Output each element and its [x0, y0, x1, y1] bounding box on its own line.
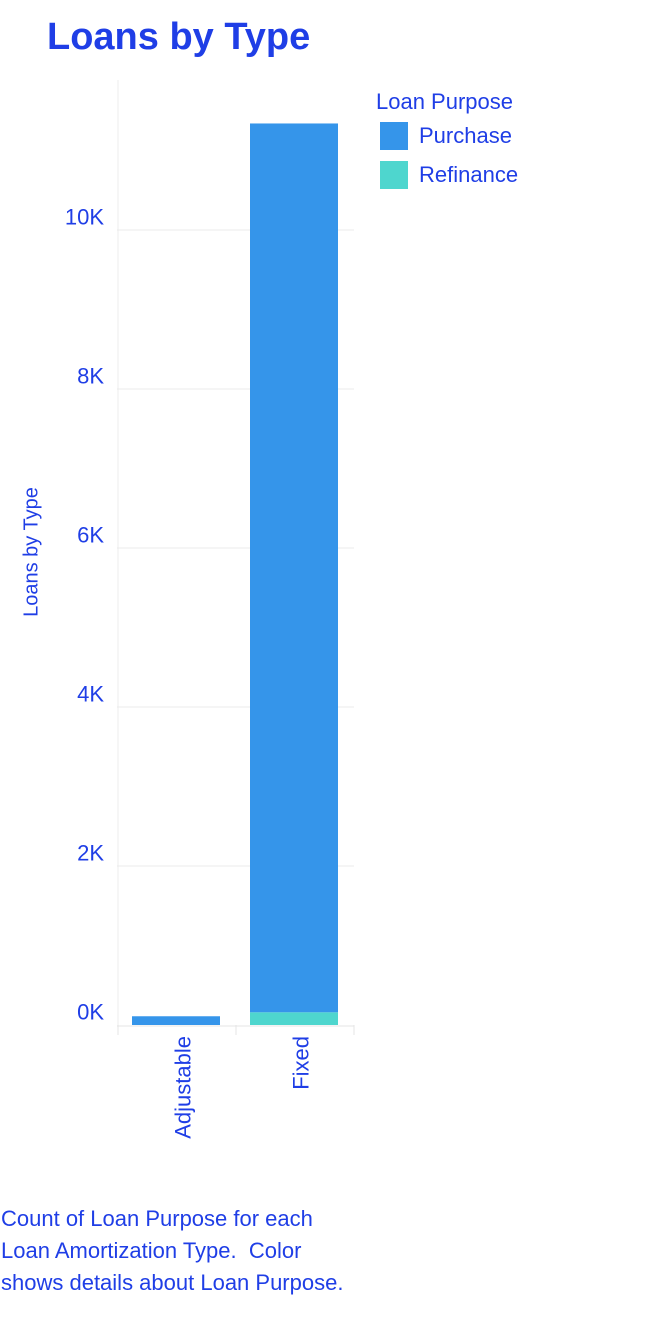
legend-label-refinance: Refinance — [419, 162, 519, 187]
legend-label-purchase: Purchase — [419, 123, 512, 148]
y-tick-label: 4K — [77, 682, 104, 707]
chart-title: Loans by Type — [47, 16, 311, 58]
y-tick-label: 2K — [77, 841, 104, 866]
legend-swatch-purchase — [380, 122, 408, 150]
y-axis-title: Loans by Type — [20, 487, 43, 617]
y-tick-label: 10K — [65, 205, 104, 230]
bar-fixed-purchase[interactable] — [250, 123, 338, 1013]
plot-area: 0K 2K 4K 6K 8K 10K Adjustable Fixed — [65, 80, 355, 1139]
legend-swatch-refinance — [380, 161, 408, 189]
legend-title: Loan Purpose — [376, 89, 513, 114]
bar-fixed-refinance[interactable] — [250, 1012, 338, 1025]
x-tick-label: Fixed — [289, 1036, 314, 1090]
legend-item-refinance[interactable]: Refinance — [380, 161, 518, 189]
y-tick-label: 8K — [77, 364, 104, 389]
x-tick-label: Adjustable — [171, 1036, 196, 1139]
bar-adjustable-purchase[interactable] — [132, 1016, 220, 1025]
legend-item-purchase[interactable]: Purchase — [380, 122, 512, 150]
y-tick-label: 6K — [77, 523, 104, 548]
chart-caption: Count of Loan Purpose for each Loan Amor… — [1, 1206, 344, 1295]
y-tick-label: 0K — [77, 1000, 104, 1025]
